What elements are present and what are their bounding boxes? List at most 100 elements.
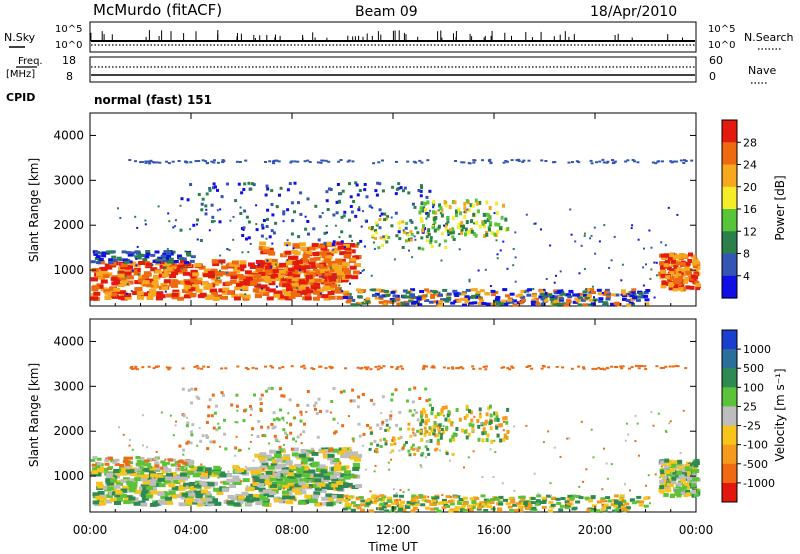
echo-cell xyxy=(297,235,301,239)
echo-cell xyxy=(449,496,452,499)
echo-cell xyxy=(324,159,328,162)
echo-cell xyxy=(192,473,200,478)
freq-tick-bottom: 8 xyxy=(66,70,73,83)
echo-cell xyxy=(448,205,452,210)
echo-cell xyxy=(275,458,283,463)
y-tick-label: 2000 xyxy=(53,424,84,438)
echo-cell xyxy=(304,296,312,301)
echo-cell xyxy=(114,462,120,466)
echo-cell xyxy=(337,160,341,163)
echo-cell xyxy=(592,298,598,302)
echo-cell xyxy=(447,234,450,236)
echo-cell xyxy=(92,500,100,505)
echo-cell xyxy=(417,446,421,450)
echo-cell xyxy=(247,220,251,224)
echo-cell xyxy=(670,480,676,485)
echo-cell xyxy=(313,290,321,295)
echo-cell xyxy=(514,508,520,512)
echo-cell xyxy=(480,422,483,425)
echo-cell xyxy=(258,246,266,251)
echo-cell xyxy=(350,486,353,489)
echo-cell xyxy=(133,501,141,506)
echo-cell xyxy=(423,432,427,437)
echo-cell xyxy=(316,288,324,293)
echo-cell xyxy=(312,494,319,499)
echo-cell xyxy=(390,458,393,461)
echo-cell xyxy=(326,208,330,211)
echo-cell xyxy=(168,260,174,264)
echo-cell xyxy=(233,478,241,482)
echo-cell xyxy=(166,247,169,250)
echo-cell xyxy=(610,293,616,297)
echo-cell xyxy=(247,181,251,185)
echo-cell xyxy=(336,295,344,300)
echo-cell xyxy=(198,427,201,429)
echo-cell xyxy=(95,255,101,259)
echo-cell xyxy=(303,501,306,504)
echo-cell xyxy=(493,290,499,294)
echo-cell xyxy=(588,290,594,294)
echo-cell xyxy=(451,367,455,370)
echo-cell xyxy=(182,469,190,474)
echo-cell xyxy=(171,292,179,297)
echo-cell xyxy=(260,393,264,397)
echo-cell xyxy=(252,482,260,486)
echo-cell xyxy=(610,365,614,368)
echo-cell xyxy=(542,291,548,295)
echo-cell xyxy=(678,269,684,274)
echo-cell xyxy=(207,482,215,487)
echo-cell xyxy=(416,429,420,433)
echo-cell xyxy=(345,452,353,457)
echo-cell xyxy=(515,294,521,298)
echo-cell xyxy=(194,280,201,285)
echo-cell xyxy=(553,299,559,303)
echo-cell xyxy=(582,367,586,370)
echo-cell xyxy=(171,283,178,288)
echo-cell xyxy=(613,504,618,508)
echo-cell xyxy=(681,268,687,273)
echo-cell xyxy=(596,500,602,504)
echo-cell xyxy=(645,289,651,292)
echo-cell xyxy=(281,469,289,474)
echo-cell xyxy=(536,494,542,498)
echo-cell xyxy=(341,290,344,293)
echo-cell xyxy=(285,271,293,276)
echo-cell xyxy=(444,224,448,228)
echo-cell xyxy=(273,425,277,429)
echo-cell xyxy=(320,246,328,251)
echo-cell xyxy=(440,428,444,431)
echo-cell xyxy=(460,221,464,225)
echo-cell xyxy=(675,490,681,494)
echo-cell xyxy=(558,297,564,301)
echo-cell xyxy=(445,495,451,499)
echo-cell xyxy=(455,408,459,412)
echo-cell xyxy=(451,235,455,239)
echo-cell xyxy=(458,417,462,422)
echo-cell xyxy=(432,428,436,433)
echo-cell xyxy=(676,272,682,277)
echo-cell xyxy=(305,499,313,503)
echo-cell xyxy=(394,192,398,196)
echo-cell xyxy=(252,486,260,490)
echo-cell xyxy=(373,439,377,443)
echo-cell xyxy=(151,281,159,286)
echo-cell xyxy=(682,472,688,477)
echo-cell xyxy=(441,506,447,510)
echo-cell xyxy=(175,494,183,498)
echo-cell xyxy=(370,227,374,231)
echo-cell xyxy=(226,500,234,505)
echo-cell xyxy=(386,428,390,432)
echo-cell xyxy=(420,437,424,442)
echo-cell xyxy=(250,407,253,411)
echo-cell xyxy=(193,483,201,488)
echo-cell xyxy=(678,253,684,257)
colorbar-tick-label: -500 xyxy=(743,458,768,471)
echo-cell xyxy=(350,210,354,214)
echo-cell xyxy=(255,223,258,226)
echo-cell xyxy=(582,366,585,369)
echo-cell xyxy=(146,278,154,283)
echo-cell xyxy=(486,501,492,505)
echo-cell xyxy=(566,300,572,304)
echo-cell xyxy=(318,244,325,249)
echo-cell xyxy=(130,268,138,273)
